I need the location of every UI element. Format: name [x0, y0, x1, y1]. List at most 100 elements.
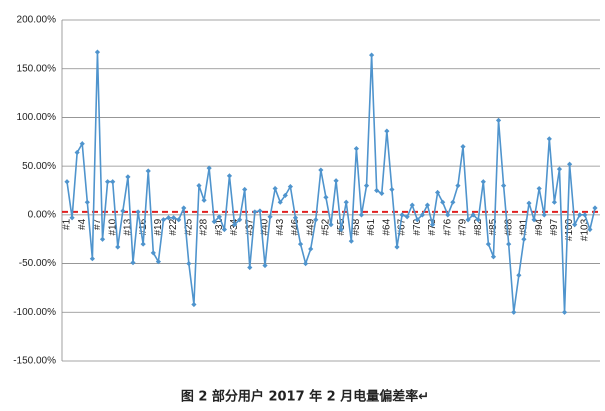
data-point	[470, 212, 476, 218]
data-point	[115, 244, 121, 250]
data-point	[89, 256, 95, 262]
data-point	[384, 128, 390, 134]
data-point	[450, 199, 456, 205]
y-tick-label: 0.00%	[28, 209, 56, 220]
data-point	[455, 183, 461, 189]
data-point	[267, 214, 273, 220]
x-tick-label: #25	[183, 218, 194, 235]
data-point	[160, 217, 167, 223]
data-point	[181, 205, 187, 211]
x-tick-label: #61	[366, 218, 377, 235]
x-tick-label: #67	[397, 218, 408, 235]
data-point	[567, 161, 573, 167]
x-tick-label: #64	[381, 218, 392, 235]
x-tick-label: #37	[244, 218, 255, 235]
data-point	[531, 217, 537, 223]
data-point	[501, 183, 507, 189]
data-point	[465, 217, 471, 223]
x-tick-label: #22	[168, 218, 179, 235]
data-point	[343, 199, 349, 205]
data-point	[272, 185, 278, 192]
y-tick-label: -150.00%	[13, 356, 56, 367]
data-point	[511, 309, 517, 315]
x-tick-label: #88	[503, 218, 514, 235]
data-point	[257, 208, 263, 214]
data-point	[69, 215, 75, 221]
data-point	[506, 241, 512, 247]
data-point	[546, 136, 552, 142]
data-point	[237, 217, 243, 223]
x-tick-label: #94	[534, 218, 545, 235]
data-point	[363, 183, 370, 189]
data-point	[79, 141, 85, 147]
data-point	[582, 212, 588, 218]
x-tick-label: #1	[62, 218, 73, 230]
data-point	[176, 217, 182, 223]
series-line	[66, 52, 596, 313]
data-point	[379, 190, 385, 197]
x-tick-label: #70	[412, 218, 423, 235]
data-point	[414, 217, 420, 223]
data-point	[399, 212, 405, 218]
data-point	[287, 184, 293, 190]
data-point	[323, 194, 329, 200]
y-tick-label: 50.00%	[22, 161, 56, 172]
data-point	[495, 117, 502, 123]
x-tick-label: #97	[549, 218, 560, 235]
data-point	[303, 260, 309, 267]
data-point	[424, 202, 431, 208]
x-tick-label: #46	[290, 218, 301, 235]
x-tick-label: #4	[77, 218, 88, 230]
caption: 图 2 部分用户 2017 年 2 月电量偏差率↵	[181, 389, 429, 405]
data-point	[125, 174, 131, 180]
x-tick-label: #31	[214, 218, 225, 235]
data-point	[369, 52, 375, 58]
data-point	[64, 179, 70, 185]
data-point	[485, 241, 491, 247]
data-point	[99, 236, 106, 242]
x-tick-label: #79	[458, 218, 469, 235]
data-point	[155, 259, 161, 265]
x-tick-label: #13	[123, 218, 134, 235]
data-point	[587, 226, 593, 233]
y-tick-label: 200.00%	[17, 15, 57, 26]
data-point	[440, 199, 446, 205]
data-point	[561, 309, 568, 315]
x-tick-label: #7	[92, 218, 103, 230]
x-tick-label: #58	[351, 218, 362, 235]
data-point	[435, 189, 441, 196]
data-point	[292, 215, 299, 221]
data-point	[145, 168, 151, 174]
data-point	[297, 241, 304, 247]
x-tick-label: #100	[564, 218, 575, 241]
data-point	[429, 222, 436, 228]
data-point	[165, 215, 172, 221]
data-point	[409, 202, 415, 208]
x-tick-label: #85	[488, 218, 499, 235]
data-point	[231, 222, 238, 228]
x-tick-label: #76	[442, 218, 453, 235]
data-point	[211, 219, 217, 225]
data-point	[526, 200, 532, 206]
data-point	[252, 209, 258, 215]
data-point	[460, 144, 466, 150]
y-tick-label: 100.00%	[17, 112, 57, 123]
y-tick-label: -100.00%	[13, 307, 56, 318]
x-tick-label: #43	[275, 218, 286, 235]
data-point	[140, 241, 146, 247]
data-point	[186, 260, 192, 267]
data-point	[475, 217, 481, 223]
data-point	[536, 185, 542, 192]
data-point	[262, 262, 268, 269]
x-tick-label: #103	[579, 218, 590, 241]
data-point	[308, 246, 314, 252]
data-point	[389, 186, 395, 193]
data-point	[374, 187, 380, 194]
data-point	[541, 212, 547, 218]
data-point	[105, 179, 111, 185]
data-point	[490, 254, 497, 260]
data-point	[120, 208, 126, 214]
data-point	[84, 199, 90, 205]
data-point	[480, 179, 486, 185]
